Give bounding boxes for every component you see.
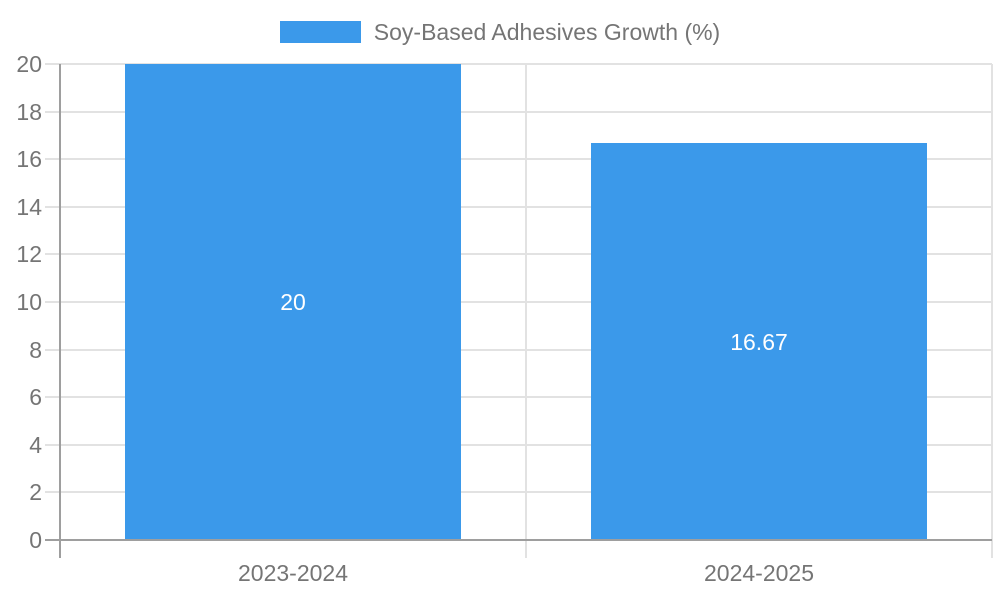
y-tick [45,63,60,65]
y-tick [45,491,60,494]
y-tick [45,110,60,113]
y-tick [45,396,60,399]
x-tick [525,540,527,558]
y-tick-label: 18 [16,98,42,125]
bar-value-label: 20 [280,289,306,315]
category-boundary [991,64,993,540]
y-tick-label: 14 [16,193,42,220]
y-tick-label: 20 [16,51,42,77]
y-tick [45,158,60,161]
y-tick-label: 4 [29,431,42,458]
y-tick-label: 12 [16,241,42,268]
y-tick [45,301,60,303]
y-tick-label: 2 [29,479,42,506]
bar[interactable] [590,143,928,540]
legend-label: Soy-Based Adhesives Growth (%) [373,19,721,45]
x-axis-line [45,539,992,541]
y-axis-line [59,64,61,558]
bar[interactable] [124,64,462,540]
legend-swatch [279,21,361,43]
x-tick [991,540,993,558]
y-tick [45,253,60,256]
y-tick [45,348,60,351]
category-boundary [525,64,527,540]
y-tick-label: 8 [29,336,42,363]
y-tick-label: 16 [16,146,42,173]
y-tick [45,443,60,446]
bar-value-label: 16.67 [730,328,788,355]
y-tick-label: 10 [16,289,42,315]
y-tick-label: 6 [29,384,42,411]
y-tick-label: 0 [29,527,42,553]
y-tick [45,205,60,208]
x-tick-label: 2024-2025 [704,560,814,586]
x-tick-label: 2023-2024 [238,560,348,586]
chart-legend[interactable]: Soy-Based Adhesives Growth (%) [0,19,1000,45]
